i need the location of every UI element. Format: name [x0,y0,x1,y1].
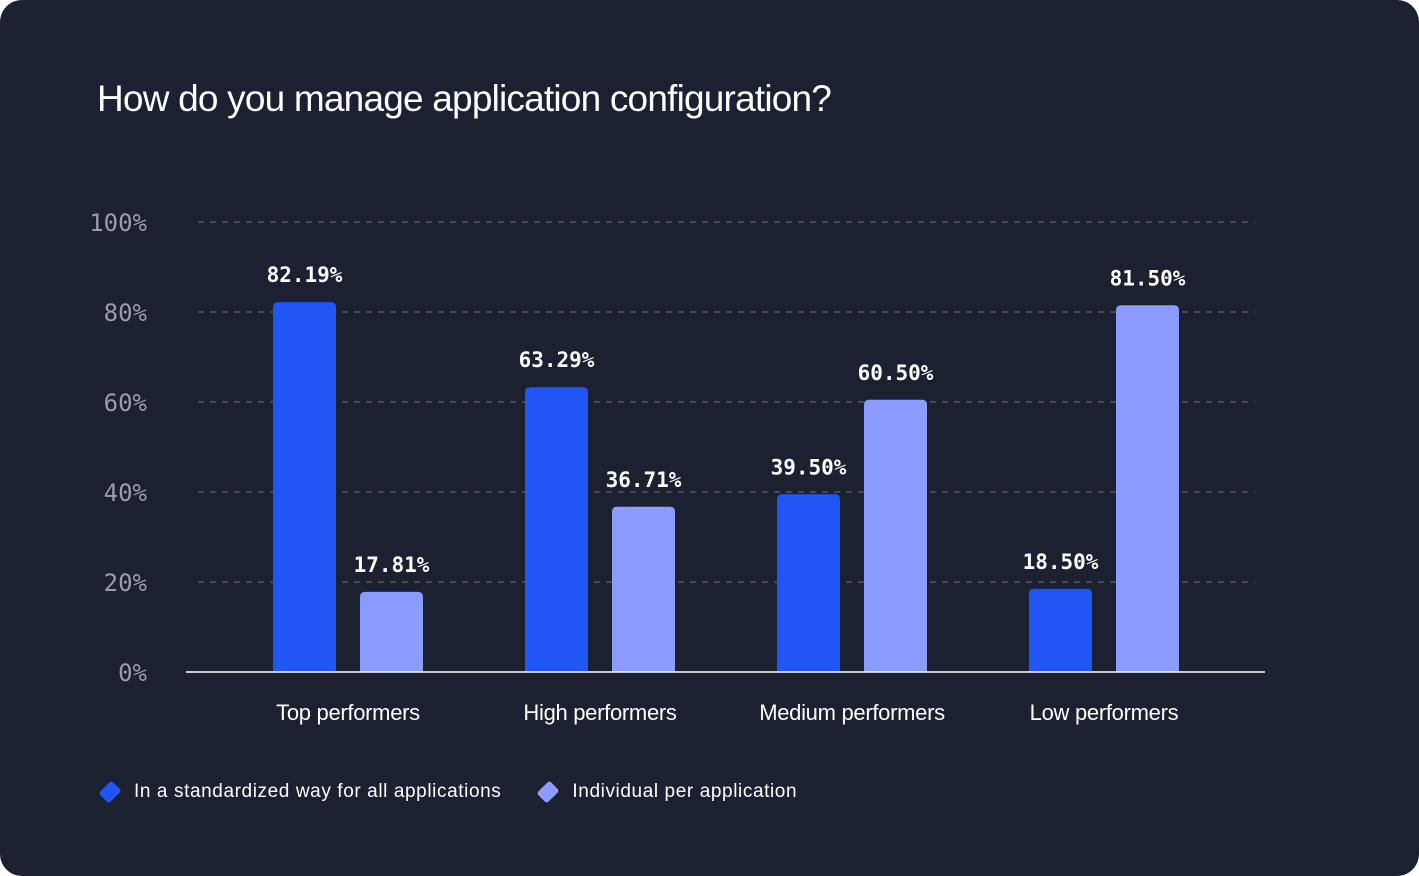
legend-label: In a standardized way for all applicatio… [134,781,502,802]
legend-label: Individual per application [572,781,798,802]
x-category-label: Low performers [1030,700,1179,725]
chart-title: How do you manage application configurat… [97,78,832,119]
bar-value-label: 36.71% [606,468,682,492]
legend-item-standardized: In a standardized way for all applicatio… [97,780,502,804]
y-tick-label: 60% [104,389,148,417]
y-tick-label: 0% [118,659,147,687]
legend-diamond-icon [98,780,122,804]
bar [360,591,423,672]
x-category-label: Medium performers [759,700,945,725]
bar-value-label: 17.81% [354,553,430,577]
bar [864,399,927,672]
x-category-label: High performers [523,700,677,725]
legend-diamond-icon [536,780,560,804]
bar-value-label: 39.50% [771,455,847,479]
bar [1116,305,1179,672]
bar [612,506,675,672]
bar-value-label: 82.19% [267,263,343,287]
legend: In a standardized way for all applicatio… [97,780,831,804]
bar [777,494,840,672]
bar-value-label: 63.29% [519,348,595,372]
x-category-label: Top performers [276,700,420,725]
bar [273,302,336,672]
y-tick-label: 100% [89,209,147,237]
y-tick-label: 80% [104,299,148,327]
legend-item-individual: Individual per application [535,780,798,804]
bar-value-label: 18.50% [1023,550,1099,574]
bar [1029,588,1092,672]
bar-value-label: 81.50% [1110,266,1186,290]
y-tick-label: 20% [104,569,148,597]
bar [525,387,588,672]
bar-value-label: 60.50% [858,361,934,385]
y-tick-label: 40% [104,479,148,507]
